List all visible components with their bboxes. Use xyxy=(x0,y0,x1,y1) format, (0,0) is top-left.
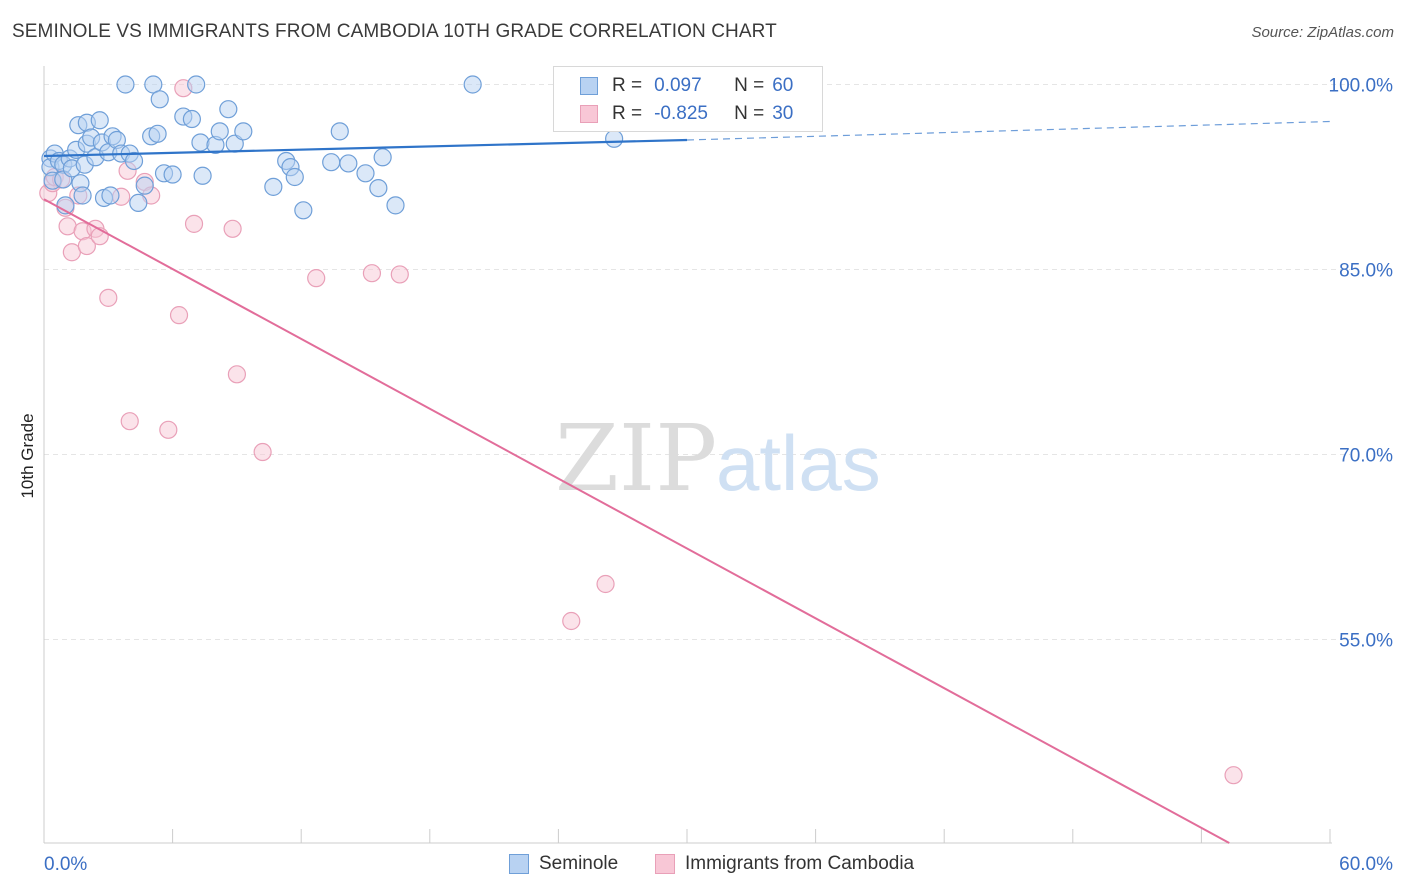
bottom-legend-cambodia: Immigrants from Cambodia xyxy=(655,851,914,877)
legend-row-cambodia: R = -0.825 N = 30 xyxy=(580,101,793,127)
y-tick-label: 85.0% xyxy=(1339,261,1393,282)
y-tick-label: 55.0% xyxy=(1339,631,1393,652)
data-point-seminole xyxy=(191,133,210,152)
data-point-cambodia xyxy=(307,269,326,288)
data-point-cambodia xyxy=(253,442,272,462)
bottom-legend-label: Seminole xyxy=(539,853,619,874)
y-tick-label: 100.0% xyxy=(1329,76,1394,97)
data-point-cambodia xyxy=(169,306,189,325)
data-point-seminole xyxy=(124,151,144,171)
bottom-legend-swatch-pink xyxy=(655,854,675,874)
legend-r-label: R = xyxy=(612,75,643,96)
data-point-seminole xyxy=(210,122,229,141)
y-tick-label: 70.0% xyxy=(1339,446,1393,467)
watermark: ZIP atlas xyxy=(555,405,881,512)
x-tick-label-max: 60.0% xyxy=(1339,854,1393,875)
source-label: Source: ZipAtlas.com xyxy=(1251,24,1394,41)
data-point-seminole xyxy=(339,154,358,173)
data-point-seminole xyxy=(285,167,304,187)
data-point-seminole xyxy=(193,166,212,185)
data-point-cambodia xyxy=(184,214,204,233)
data-point-seminole xyxy=(73,186,92,205)
data-point-cambodia xyxy=(223,219,242,238)
data-point-seminole xyxy=(386,196,405,215)
watermark-atlas: atlas xyxy=(716,419,881,507)
legend-row-seminole: R = 0.097 N = 60 xyxy=(580,73,793,99)
data-point-seminole xyxy=(116,75,135,94)
legend-r-value: 0.097 xyxy=(654,75,702,96)
data-point-seminole xyxy=(369,179,388,198)
series-seminole-points xyxy=(41,75,624,220)
data-point-cambodia xyxy=(99,288,118,307)
legend-r-label: R = xyxy=(612,103,643,124)
trend-lines xyxy=(43,120,1331,844)
data-point-cambodia xyxy=(562,611,581,631)
data-point-seminole xyxy=(163,165,182,184)
watermark-zip: ZIP xyxy=(555,405,717,512)
data-point-cambodia xyxy=(227,365,246,384)
trend-line-cambodia xyxy=(43,198,1230,844)
data-point-seminole xyxy=(373,148,392,167)
bottom-legend-label: Immigrants from Cambodia xyxy=(685,853,915,874)
data-point-seminole xyxy=(150,90,169,109)
data-point-cambodia xyxy=(390,265,409,284)
trend-line-seminole xyxy=(43,138,688,158)
data-point-seminole xyxy=(129,193,148,212)
data-point-seminole xyxy=(330,122,349,141)
data-point-seminole xyxy=(605,129,624,148)
data-point-seminole xyxy=(101,186,120,205)
legend-swatch-blue xyxy=(580,77,598,95)
legend-n-label: N = xyxy=(734,75,765,96)
x-tick-label-min: 0.0% xyxy=(44,854,87,875)
data-point-cambodia xyxy=(58,217,77,236)
data-point-seminole xyxy=(135,176,154,195)
data-point-seminole xyxy=(463,75,482,94)
data-point-seminole xyxy=(90,111,109,130)
data-point-seminole xyxy=(219,100,238,119)
tick-labels: 55.0% 70.0% 85.0% 100.0% 0.0% 60.0% xyxy=(44,76,1393,876)
data-point-cambodia xyxy=(120,412,139,431)
data-point-cambodia xyxy=(159,420,178,439)
data-point-seminole xyxy=(294,201,313,220)
data-point-seminole xyxy=(182,109,201,129)
data-point-seminole xyxy=(187,75,206,94)
data-point-seminole xyxy=(234,122,253,141)
legend-n-value: 30 xyxy=(772,103,794,124)
stats-legend: R = 0.097 N = 60 R = -0.825 N = 30 xyxy=(553,66,823,132)
data-point-cambodia xyxy=(362,264,382,283)
bottom-legend-seminole: Seminole xyxy=(509,851,618,877)
data-point-seminole xyxy=(148,124,167,143)
data-point-seminole xyxy=(322,153,341,172)
chart-title: SEMINOLE VS IMMIGRANTS FROM CAMBODIA 10T… xyxy=(12,21,777,42)
bottom-legend-swatch-blue xyxy=(509,854,529,874)
legend-r-value: -0.825 xyxy=(654,103,708,124)
data-point-cambodia xyxy=(596,574,615,594)
data-point-seminole xyxy=(356,164,375,183)
legend-n-value: 60 xyxy=(772,75,794,96)
grid-lines xyxy=(44,84,1350,640)
legend-n-label: N = xyxy=(734,103,765,124)
legend-swatch-pink xyxy=(580,105,598,123)
data-point-cambodia xyxy=(77,236,96,256)
data-point-seminole xyxy=(264,177,283,196)
data-point-cambodia xyxy=(1224,766,1243,785)
